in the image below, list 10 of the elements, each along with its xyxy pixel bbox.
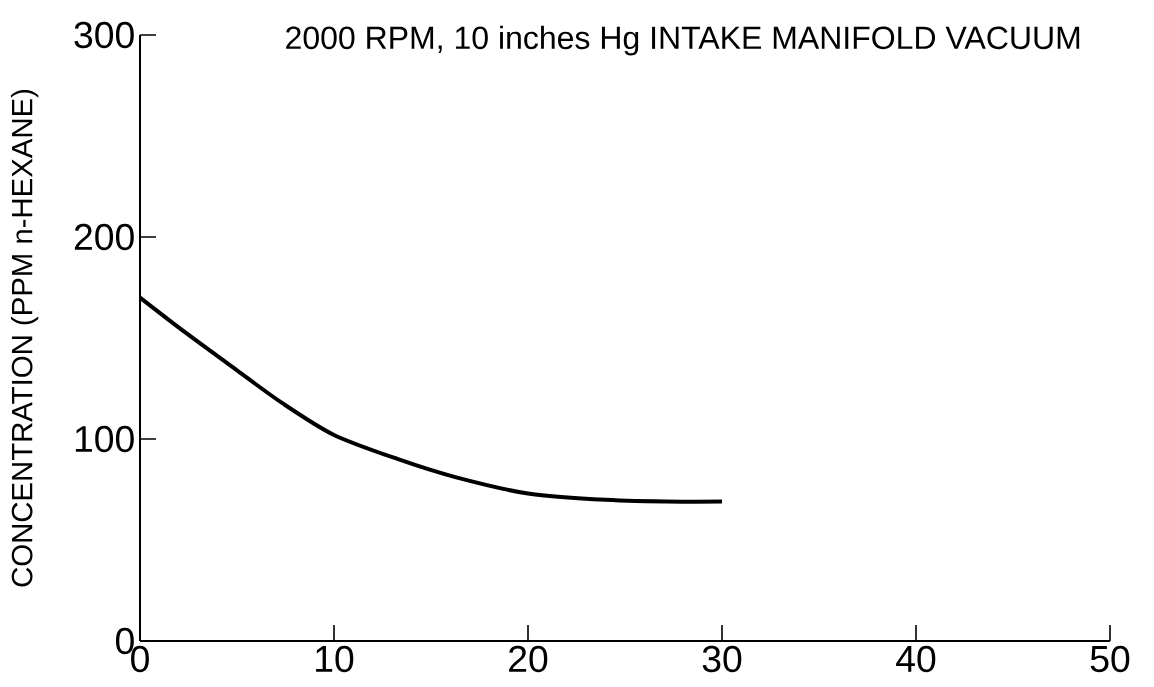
y-tick-label: 100 (75, 425, 134, 453)
chart-title: 2000 RPM, 10 inches Hg INTAKE MANIFOLD VACUUM (286, 25, 1080, 56)
x-tick-label: 10 (316, 645, 354, 673)
x-tick-label: 20 (509, 645, 548, 673)
x-tick-label: 40 (896, 645, 936, 673)
y-axis-title: CONCENTRATION (PPM n-HEXANE) (10, 89, 39, 587)
x-tick-label: 30 (702, 645, 742, 673)
y-tick-label: 200 (74, 223, 134, 251)
x-tick-label: 50 (1090, 645, 1130, 673)
y-tick-label: 300 (74, 21, 134, 49)
